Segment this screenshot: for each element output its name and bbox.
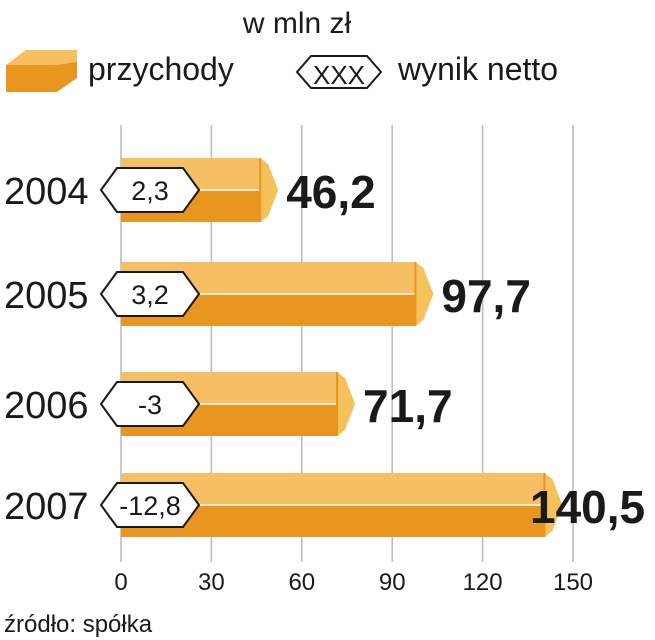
value-label-2007: 140,5 bbox=[530, 481, 645, 533]
category-label-2004: 2004 bbox=[4, 171, 89, 213]
value-label-2006: 71,7 bbox=[363, 380, 453, 432]
bar-2005-cap bbox=[415, 262, 434, 326]
x-tick-label: 150 bbox=[553, 569, 593, 596]
net-badge-2007 bbox=[99, 482, 201, 528]
category-label-2005: 2005 bbox=[4, 275, 89, 317]
net-label-2005: 3,2 bbox=[131, 280, 169, 310]
net-badge-2004 bbox=[99, 167, 201, 213]
bar-group-2007: -12,8 2007 140,5 bbox=[4, 473, 645, 537]
bar-group-2005: 3,2 2005 97,7 bbox=[4, 262, 531, 326]
x-tick-label: 120 bbox=[463, 569, 503, 596]
chart-title: w mln zł bbox=[242, 7, 352, 40]
legend-net-badge-icon: XXX bbox=[295, 55, 383, 90]
bar-group-2004: 2,3 2004 46,2 bbox=[4, 158, 376, 222]
bar-2004-cap bbox=[260, 158, 279, 222]
category-label-2006: 2006 bbox=[4, 385, 89, 427]
net-badge-2006 bbox=[99, 381, 201, 427]
value-label-2005: 97,7 bbox=[441, 270, 531, 322]
bars: 2,3 2004 46,2 3,2 2005 97,7 -3 2006 71,7 -12,8 200… bbox=[4, 158, 645, 537]
x-tick-label: 0 bbox=[114, 569, 127, 596]
x-tick-label: 60 bbox=[288, 569, 315, 596]
net-label-2006: -3 bbox=[138, 390, 162, 420]
bar-group-2006: -3 2006 71,7 bbox=[4, 372, 453, 436]
value-label-2004: 46,2 bbox=[286, 166, 376, 218]
bar-2007-cap bbox=[544, 473, 563, 537]
legend-revenue-label: przychody bbox=[88, 51, 234, 87]
x-axis: 0 30 60 90 120 150 bbox=[114, 569, 593, 596]
legend: w mln zł przychody XXX wynik netto bbox=[6, 7, 558, 92]
category-label-2007: 2007 bbox=[4, 486, 89, 528]
net-badge-2005 bbox=[99, 271, 201, 317]
bar-2006-cap bbox=[337, 372, 356, 436]
x-tick-label: 90 bbox=[379, 569, 406, 596]
x-tick-label: 30 bbox=[198, 569, 225, 596]
net-label-2004: 2,3 bbox=[131, 176, 169, 206]
legend-net-label: wynik netto bbox=[397, 51, 558, 87]
legend-revenue-swatch-icon bbox=[6, 50, 77, 92]
legend-net-symbol: XXX bbox=[313, 60, 365, 90]
source-note: źródło: spółka bbox=[4, 611, 153, 638]
net-label-2007: -12,8 bbox=[119, 491, 181, 521]
